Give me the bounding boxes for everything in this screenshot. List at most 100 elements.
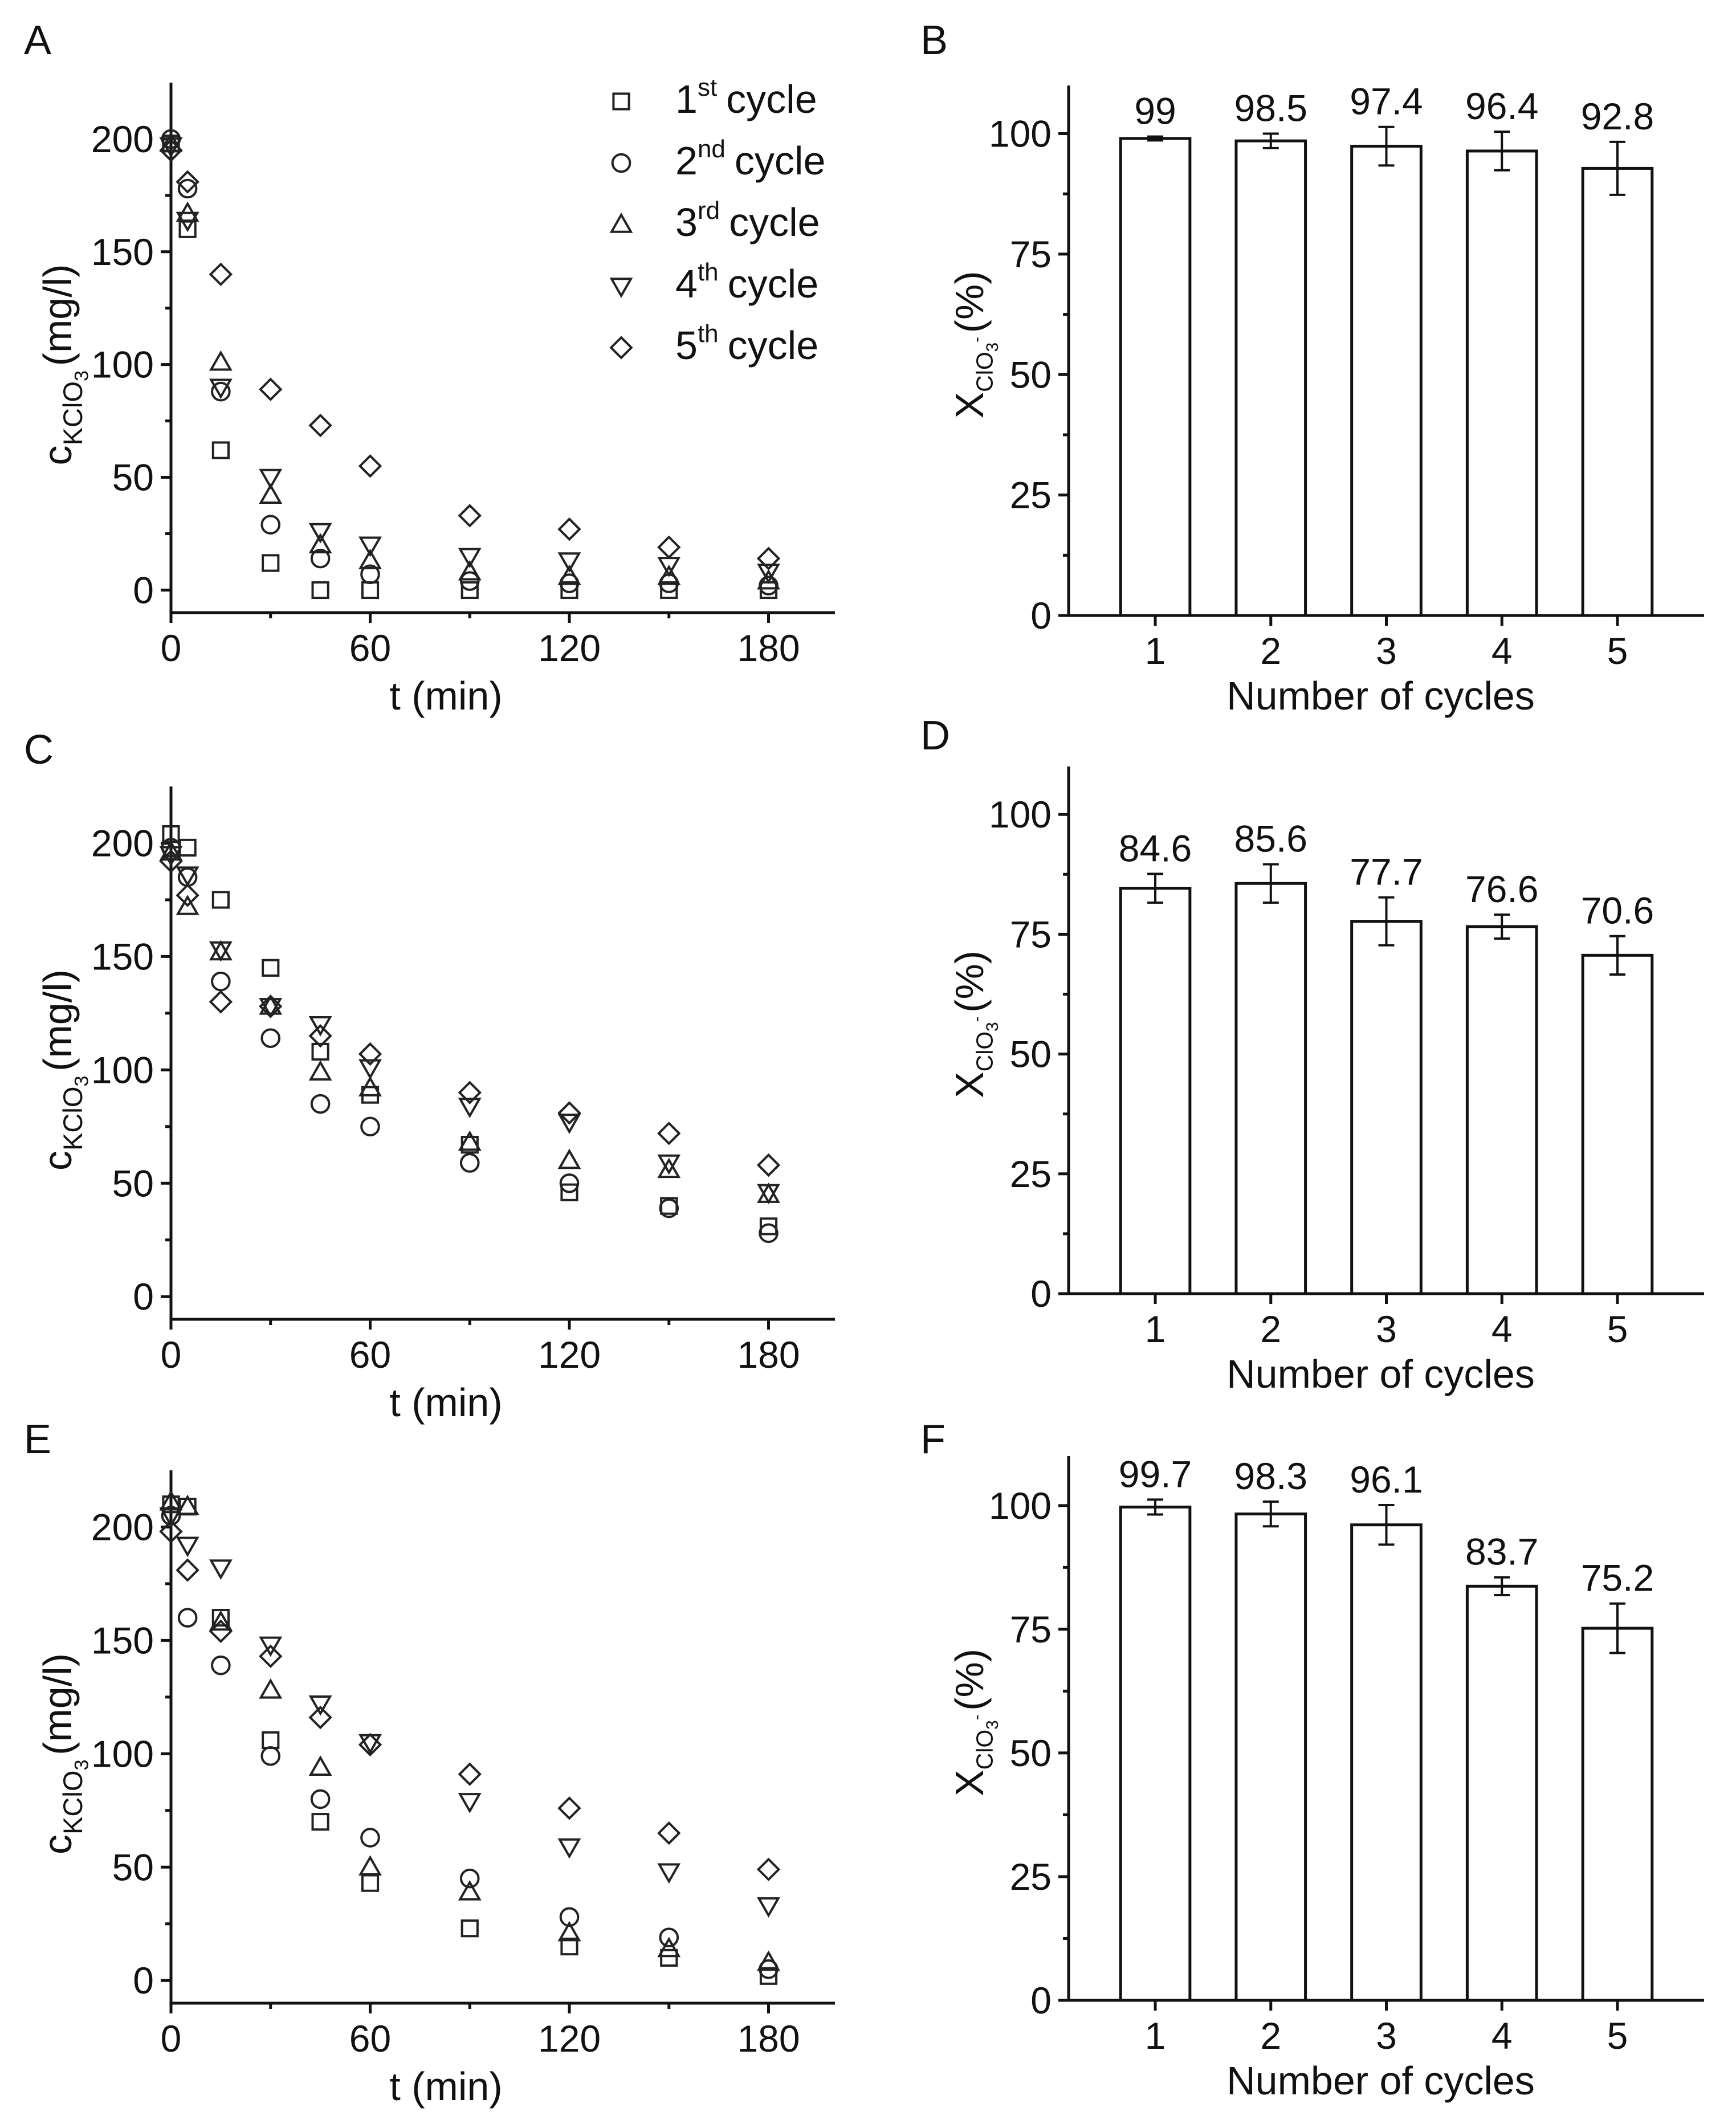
y-axis-title-subscript: ClO xyxy=(972,1730,998,1770)
x-tick-label: 2 xyxy=(1260,630,1281,672)
data-point-triangle-down xyxy=(308,1695,332,1716)
bar-cycle-5 xyxy=(1581,1626,1654,2002)
x-tick-label: 180 xyxy=(737,2017,800,2060)
bar-value-label: 85.6 xyxy=(1234,818,1307,860)
y-tick-label: 50 xyxy=(112,456,154,499)
panel-letter: F xyxy=(920,1417,946,1462)
y-tick-label: 150 xyxy=(91,1619,154,1661)
data-point-triangle-up xyxy=(259,483,283,504)
y-tick-label: 0 xyxy=(133,569,154,611)
bar-value-label: 92.8 xyxy=(1581,95,1654,137)
data-point-diamond xyxy=(159,138,183,162)
x-tick-label: 1 xyxy=(1145,630,1166,672)
y-tick-label: 0 xyxy=(1030,1979,1052,2021)
data-point-triangle-up xyxy=(358,1076,382,1096)
data-point-diamond xyxy=(557,1101,581,1125)
y-tick-label: 100 xyxy=(989,1485,1052,1527)
x-tick-label: 0 xyxy=(161,1334,182,1376)
x-tick-label: 1 xyxy=(1145,1308,1166,1350)
x-tick-label: 3 xyxy=(1376,2015,1397,2057)
y-tick-label: 0 xyxy=(133,1959,154,2001)
data-point-diamond xyxy=(657,535,681,559)
x-axis-title: Number of cycles xyxy=(1226,2058,1535,2103)
data-point-triangle-down xyxy=(259,1636,283,1657)
y-axis-title-subscript: KClO xyxy=(58,1770,88,1834)
legend-label: 1st cycle xyxy=(675,74,817,121)
data-point-circle xyxy=(310,1789,331,1809)
data-point-triangle-down xyxy=(176,1536,199,1558)
data-point-triangle-down xyxy=(557,1838,581,1859)
data-point-triangle-up xyxy=(557,1921,581,1942)
legend-text: cycle xyxy=(735,138,825,183)
y-tick-label: 50 xyxy=(1010,1033,1052,1075)
y-axis-title: XClO3- (%) xyxy=(947,951,1002,1098)
y-axis-title: cKClO3 (mg/l) xyxy=(35,969,93,1171)
data-point-triangle-up xyxy=(358,548,382,569)
data-point-triangle-down xyxy=(259,468,283,490)
y-axis-title-subsubscript: 3 xyxy=(71,1075,93,1086)
legend-ordinal: 2 xyxy=(675,138,698,183)
y-tick-label: 100 xyxy=(91,1049,154,1091)
y-axis-title-superscript: - xyxy=(967,1016,986,1022)
data-point-circle xyxy=(211,381,231,402)
data-point-diamond xyxy=(358,1732,382,1757)
bar-cycle-5 xyxy=(1581,953,1654,1295)
data-point-triangle-down xyxy=(308,1016,332,1037)
y-axis-title-subsubscript: 3 xyxy=(71,370,93,381)
data-point-circle xyxy=(177,178,198,199)
legend-ordinal: 4 xyxy=(675,262,698,306)
y-tick-label: 200 xyxy=(91,118,154,160)
legend-text: cycle xyxy=(726,77,817,121)
x-tick-label: 4 xyxy=(1492,1308,1513,1350)
x-tick-label: 120 xyxy=(538,1334,601,1376)
y-axis-title-base: c xyxy=(35,446,80,466)
legend-ordinal: 1 xyxy=(675,77,698,121)
bar-panel-B: B 0 25 50 75 100 99 1 98.5 2 97.4 3 96.4 4 92.8 5 Number… xyxy=(920,18,1704,718)
x-tick-label: 2 xyxy=(1260,1308,1281,1350)
y-axis-title-base: X xyxy=(947,1071,992,1098)
y-tick-label: 50 xyxy=(1010,1732,1052,1774)
bar-cycle-4 xyxy=(1465,925,1538,1295)
data-point-square xyxy=(560,581,578,600)
x-tick-label: 1 xyxy=(1145,2015,1166,2057)
data-point-square xyxy=(361,1874,380,1892)
data-point-triangle-down xyxy=(757,564,780,584)
bar-cycle-2 xyxy=(1234,1513,1307,2002)
data-point-diamond xyxy=(358,1042,382,1066)
data-point-triangle-up xyxy=(209,350,233,371)
data-point-triangle-up xyxy=(757,1183,780,1203)
y-axis-title-subsubscript: 3 xyxy=(983,343,1002,352)
bar-value-label: 96.4 xyxy=(1465,85,1538,127)
y-axis-title-base: X xyxy=(947,1770,992,1796)
data-point-triangle-up xyxy=(657,1157,681,1179)
y-axis-title-subsubscript: 3 xyxy=(71,1759,93,1770)
panel-letter: B xyxy=(920,18,948,63)
data-point-square xyxy=(262,554,280,572)
panel-letter: C xyxy=(24,727,54,773)
data-point-square xyxy=(211,441,230,459)
data-point-triangle-up xyxy=(458,1130,482,1151)
y-tick-label: 100 xyxy=(989,113,1052,155)
data-point-triangle-down xyxy=(657,1863,681,1884)
y-axis-title: cKClO3 (mg/l) xyxy=(35,264,93,465)
x-tick-label: 0 xyxy=(161,627,182,669)
bar-value-label: 76.6 xyxy=(1465,868,1538,910)
data-point-circle xyxy=(177,1608,198,1628)
bar-cycle-3 xyxy=(1350,1523,1423,2002)
y-axis-title-superscript: - xyxy=(967,337,986,343)
data-point-square xyxy=(211,891,230,909)
panel-letter: E xyxy=(24,1417,51,1462)
data-point-triangle-down xyxy=(458,1793,482,1813)
x-axis-title: t (min) xyxy=(389,1380,502,1425)
data-point-square xyxy=(759,1217,778,1236)
bar-value-label: 84.6 xyxy=(1119,827,1192,869)
data-point-triangle-down xyxy=(458,548,482,569)
y-axis-title-unit: (%) xyxy=(947,271,992,333)
data-point-circle xyxy=(310,1094,331,1114)
panel-letter: D xyxy=(920,713,950,759)
data-point-triangle-up xyxy=(458,560,482,581)
legend-label: 2nd cycle xyxy=(675,135,825,183)
data-point-square xyxy=(759,581,778,600)
bar-value-label: 97.4 xyxy=(1350,80,1423,123)
